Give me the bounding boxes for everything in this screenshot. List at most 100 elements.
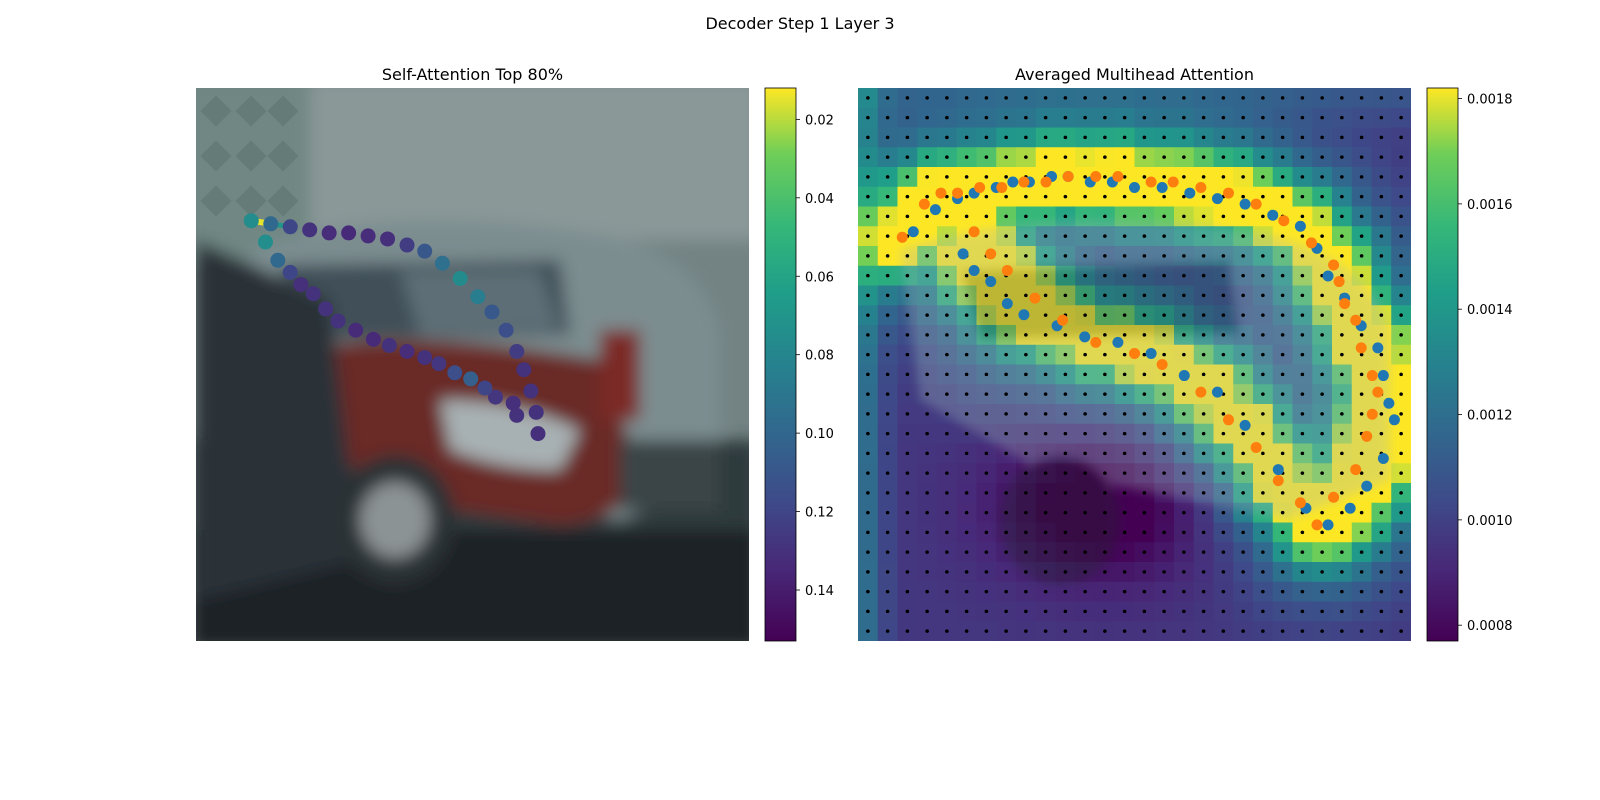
grid-dot — [1083, 570, 1087, 574]
grid-dot — [1122, 96, 1127, 100]
grid-dot — [964, 135, 969, 140]
grid-dot — [1320, 352, 1324, 357]
grid-dot — [1320, 570, 1324, 574]
attention-point — [470, 289, 486, 305]
grid-dot — [885, 412, 890, 416]
grid-dot — [905, 629, 910, 633]
attention-point — [318, 301, 334, 317]
grid-dot — [1379, 589, 1384, 594]
grid-dot — [1221, 609, 1226, 614]
grid-dot — [1063, 491, 1068, 495]
grid-dot — [1221, 629, 1226, 633]
grid-dot — [945, 412, 949, 416]
grid-dot — [1261, 333, 1265, 337]
grid-dot — [1241, 530, 1245, 535]
grid-dot — [1379, 510, 1384, 515]
grid-dot — [1063, 372, 1068, 377]
grid-dot — [1221, 451, 1226, 456]
grid-dot — [1043, 115, 1048, 120]
grid-dot — [885, 175, 890, 179]
grid-dot — [1340, 352, 1344, 357]
grid-dot — [1359, 589, 1364, 594]
grid-dot — [1162, 333, 1166, 337]
grid-dot — [1320, 451, 1324, 456]
grid-dot — [1063, 412, 1068, 416]
grid-dot — [1261, 273, 1265, 278]
grid-dot — [1122, 313, 1127, 317]
grid-dot — [984, 372, 989, 377]
grid-dot — [1340, 254, 1344, 258]
grid-dot — [885, 214, 890, 219]
grid-dot — [1162, 412, 1166, 416]
grid-dot — [1083, 372, 1087, 377]
grid-dot — [1280, 96, 1285, 100]
grid-dot — [1359, 155, 1364, 159]
reference-point — [1311, 519, 1323, 531]
grid-dot — [1142, 273, 1147, 278]
grid-dot — [1162, 135, 1166, 140]
grid-dot — [1004, 510, 1008, 515]
grid-dot — [866, 412, 870, 416]
colorbar-tick-label: 0.02 — [805, 113, 834, 128]
grid-dot — [1320, 96, 1324, 100]
grid-dot — [1063, 589, 1068, 594]
grid-dot — [1399, 550, 1403, 554]
grid-dot — [1280, 293, 1285, 298]
grid-dot — [964, 491, 969, 495]
attention-point — [530, 426, 546, 442]
grid-dot — [905, 451, 910, 456]
grid-dot — [1261, 570, 1265, 574]
grid-dot — [1004, 629, 1008, 633]
grid-dot — [1340, 194, 1344, 199]
reference-point — [1018, 176, 1030, 188]
grid-dot — [1063, 570, 1068, 574]
reference-point — [1328, 259, 1340, 271]
grid-dot — [1280, 491, 1285, 495]
grid-dot — [1024, 352, 1028, 357]
grid-dot — [1261, 254, 1265, 258]
grid-dot — [885, 194, 890, 199]
grid-dot — [984, 293, 989, 298]
grid-dot — [1221, 214, 1226, 219]
grid-dot — [1103, 293, 1107, 298]
grid-dot — [1379, 293, 1384, 298]
reference-point — [957, 248, 969, 260]
grid-dot — [1201, 155, 1206, 159]
grid-dot — [984, 629, 989, 633]
grid-dot — [1004, 412, 1008, 416]
grid-dot — [1083, 254, 1087, 258]
grid-dot — [1182, 135, 1186, 140]
grid-dot — [1083, 194, 1087, 199]
grid-dot — [1043, 293, 1048, 298]
grid-dot — [1359, 333, 1364, 337]
grid-dot — [1024, 550, 1028, 554]
grid-dot — [866, 609, 870, 614]
grid-dot — [1379, 412, 1384, 416]
grid-dot — [885, 254, 890, 258]
colorbar-tick-label: 0.08 — [805, 349, 834, 364]
grid-dot — [1241, 589, 1245, 594]
reference-point — [1272, 464, 1284, 476]
grid-dot — [905, 471, 910, 475]
grid-dot — [925, 254, 929, 258]
grid-dot — [1320, 510, 1324, 515]
grid-dot — [1103, 629, 1107, 633]
grid-dot — [1103, 254, 1107, 258]
grid-dot — [1201, 115, 1206, 120]
grid-dot — [925, 471, 929, 475]
grid-dot — [925, 570, 929, 574]
grid-dot — [945, 333, 949, 337]
grid-dot — [1043, 352, 1048, 357]
grid-dot — [1103, 234, 1107, 238]
reference-point — [1223, 414, 1235, 426]
grid-dot — [1280, 392, 1285, 396]
grid-dot — [925, 629, 929, 633]
grid-dot — [866, 550, 870, 554]
grid-dot — [1261, 194, 1265, 199]
grid-dot — [984, 550, 989, 554]
attention-point — [498, 322, 514, 338]
reference-point — [1350, 464, 1362, 476]
grid-dot — [1241, 451, 1245, 456]
reference-point — [1195, 182, 1207, 194]
grid-dot — [866, 155, 870, 159]
